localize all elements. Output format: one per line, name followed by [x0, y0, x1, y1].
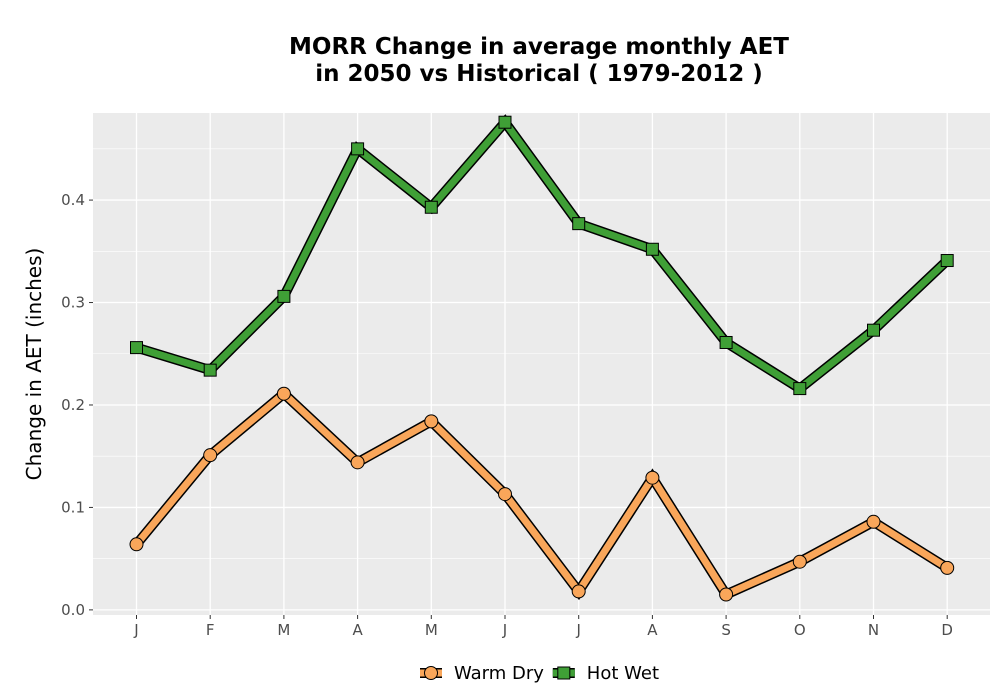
data-point [277, 289, 291, 303]
data-point [645, 470, 660, 485]
y-tick-label: 0.0 [61, 601, 85, 619]
data-point [866, 514, 881, 529]
x-tick-label: F [206, 621, 215, 639]
data-point [793, 382, 807, 396]
x-tick-label: J [133, 621, 138, 639]
chart-title-line-1: MORR Change in average monthly AET [289, 34, 789, 60]
data-point [572, 217, 586, 231]
series-line [135, 116, 950, 393]
y-tick-label: 0.1 [61, 498, 85, 516]
data-point [129, 537, 144, 552]
plot-panel [93, 113, 990, 615]
series-lines [132, 114, 951, 601]
y-tick-label: 0.2 [61, 396, 85, 414]
data-point [203, 448, 218, 463]
data-point [350, 455, 365, 470]
data-point [792, 554, 807, 569]
data-point [276, 386, 291, 401]
data-point [498, 115, 512, 129]
x-tick-label: D [941, 621, 953, 639]
y-axis-title: Change in AET (inches) [22, 248, 46, 481]
x-tick-label: N [868, 621, 879, 639]
data-point [645, 242, 659, 256]
x-tick-label: O [794, 621, 806, 639]
x-tick-label: S [721, 621, 731, 639]
data-point [424, 414, 439, 429]
grid-lines [93, 113, 990, 615]
legend-label: Warm Dry [454, 663, 544, 684]
data-point [940, 560, 955, 575]
data-point [940, 254, 954, 268]
x-tick-label: J [502, 621, 507, 639]
legend-key-marker [557, 666, 571, 680]
data-point [719, 335, 733, 349]
data-point [130, 341, 143, 355]
y-axis: 0.0 0.1 0.2 0.3 0.4 [61, 191, 93, 619]
legend-key-marker [424, 666, 438, 680]
y-tick-label: 0.4 [61, 191, 85, 209]
data-point [719, 587, 734, 602]
x-tick-label: J [575, 621, 580, 639]
x-tick-label: M [277, 621, 290, 639]
x-tick-label: A [352, 621, 363, 639]
series-line [133, 389, 950, 599]
legend-label: Hot Wet [587, 663, 659, 684]
legend: Warm Dry Hot Wet [420, 663, 659, 684]
x-tick-label: A [647, 621, 658, 639]
data-point [498, 487, 512, 502]
y-tick-label: 0.3 [61, 294, 85, 312]
data-point [203, 363, 217, 377]
data-point [571, 584, 586, 599]
x-tick-label: M [425, 621, 438, 639]
data-point [867, 323, 880, 337]
data-point [351, 142, 365, 156]
chart-title-line-2: in 2050 vs Historical ( 1979-2012 ) [315, 61, 762, 87]
data-point [424, 200, 438, 214]
series-markers [129, 115, 955, 602]
